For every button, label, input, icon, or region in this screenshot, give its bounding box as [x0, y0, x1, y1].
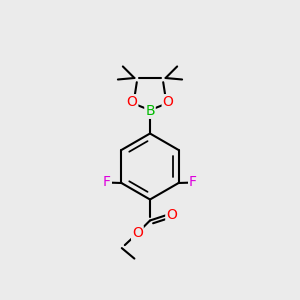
- Text: O: O: [163, 95, 173, 109]
- Text: O: O: [127, 95, 137, 109]
- Text: O: O: [166, 208, 177, 222]
- Text: B: B: [145, 104, 155, 118]
- Text: F: F: [103, 176, 111, 189]
- Text: O: O: [132, 226, 143, 240]
- Text: F: F: [189, 176, 197, 189]
